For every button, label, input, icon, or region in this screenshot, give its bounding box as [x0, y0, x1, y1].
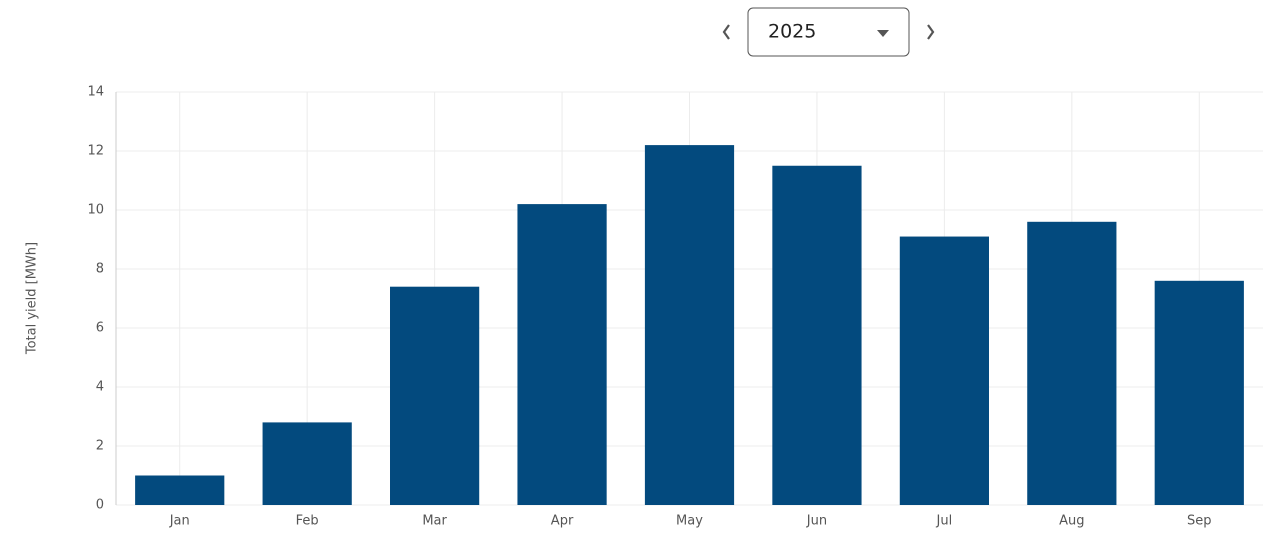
y-tick-label: 8 — [96, 262, 104, 277]
y-tick-label: 6 — [96, 321, 104, 336]
y-tick-label: 10 — [87, 203, 104, 218]
bar — [899, 236, 989, 506]
bar — [390, 286, 480, 505]
y-axis-label: Total yield [MWh] — [25, 242, 40, 355]
x-tick-label: Mar — [422, 514, 447, 529]
x-tick-label: Aug — [1059, 514, 1084, 529]
bar — [1027, 221, 1117, 506]
x-tick-label: Feb — [296, 514, 319, 529]
year-select[interactable] — [747, 7, 910, 57]
bar — [135, 475, 225, 505]
prev-year-button[interactable] — [722, 24, 730, 40]
dropdown-arrow — [877, 30, 889, 37]
year-value: 2025 — [768, 21, 816, 43]
y-tick-label: 14 — [87, 85, 104, 100]
bar — [644, 145, 735, 505]
bar — [262, 422, 352, 505]
x-tick-label: Apr — [551, 514, 574, 529]
x-tick-label: May — [676, 514, 703, 529]
x-tick-label: Jul — [936, 514, 953, 529]
year-control: 2025 — [722, 7, 935, 57]
bar — [517, 204, 607, 505]
x-tick-label: Jan — [169, 514, 190, 529]
y-tick-label: 2 — [96, 439, 104, 454]
x-tick-label: Sep — [1187, 514, 1212, 529]
y-tick-label: 0 — [96, 498, 104, 513]
x-tick-label: Jun — [806, 514, 827, 529]
next-year-button[interactable] — [927, 24, 935, 40]
bar — [772, 165, 862, 505]
y-tick-label: 4 — [96, 380, 104, 395]
y-tick-label: 12 — [87, 144, 104, 159]
bar — [1154, 280, 1244, 505]
